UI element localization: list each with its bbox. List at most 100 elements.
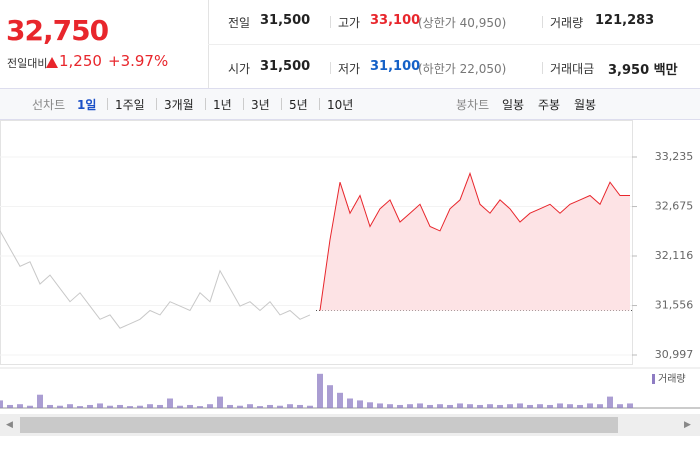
volume-bar: [157, 404, 163, 408]
volume-bar: [397, 404, 403, 408]
volume-bar: [497, 404, 503, 408]
volume-bar: [127, 406, 133, 408]
stat-label: 저가: [338, 62, 361, 76]
volume-bar: [97, 403, 103, 408]
volume-bar: [377, 403, 383, 408]
volume-bar: [117, 404, 123, 408]
volume-bar: [357, 400, 363, 408]
scroll-thumb[interactable]: [20, 417, 618, 433]
volume-bar: [387, 404, 393, 408]
tab[interactable]: 1년: [213, 98, 232, 112]
volume-bar: [267, 404, 273, 408]
tab-bar: [0, 88, 700, 120]
volume-bar: [617, 404, 623, 408]
volume-bar: [0, 400, 3, 408]
volume-bar: [547, 404, 553, 408]
stat-sep: [542, 62, 543, 74]
volume-bar: [437, 404, 443, 408]
volume-bar: [307, 405, 313, 408]
tab-sep: [319, 98, 320, 110]
volume-bar: [137, 405, 143, 408]
stat-value: 31,500: [260, 59, 311, 74]
volume-bar: [277, 405, 283, 408]
tab[interactable]: 일봉: [502, 98, 525, 112]
volume-bar: [337, 392, 343, 408]
line: [319, 171, 630, 311]
volume-legend: 거래량: [658, 373, 686, 385]
change-label: 전일대비: [7, 57, 48, 70]
volume-bar: [187, 404, 193, 408]
tab[interactable]: 3개월: [164, 98, 194, 112]
volume-bar: [407, 404, 413, 408]
stat-sep: [330, 16, 331, 28]
volume-bar: [627, 403, 633, 408]
tab-sep: [243, 98, 244, 110]
volume-bar: [67, 404, 73, 408]
volume-bar: [417, 403, 423, 408]
volume-bar: [577, 404, 583, 408]
stat-note: (상한가 40,950): [418, 16, 507, 30]
y-tick-label: 30,997: [655, 348, 694, 361]
volume-bar: [607, 396, 613, 408]
stat-value: 33,100: [370, 13, 421, 28]
volume-bar: [557, 403, 563, 408]
volume-bar: [487, 404, 493, 408]
stat-value: 121,283: [595, 13, 655, 28]
tab-sep: [205, 98, 206, 110]
tab[interactable]: 월봉: [574, 98, 597, 112]
y-tick-label: 33,235: [655, 150, 694, 163]
volume-legend-key: [652, 374, 655, 384]
y-tick-label: 32,675: [655, 200, 694, 213]
tab[interactable]: 5년: [289, 98, 308, 112]
volume-bar: [457, 403, 463, 408]
tab-label: 선차트: [32, 98, 66, 112]
stat-label: 거래량: [550, 16, 584, 30]
tab-sep: [156, 98, 157, 110]
change-pct: +3.97%: [108, 52, 169, 70]
volume-bar: [367, 402, 373, 408]
volume-bar: [87, 404, 93, 408]
stat-label: 전일: [228, 16, 251, 30]
volume-bar: [567, 404, 573, 408]
volume-bar: [527, 404, 533, 408]
volume-bar: [177, 405, 183, 408]
tab[interactable]: 1주일: [115, 98, 145, 112]
volume-bar: [317, 373, 323, 408]
volume-bar: [217, 396, 223, 408]
stat-value: 31,100: [370, 59, 421, 74]
volume-bar: [47, 404, 53, 408]
volume-bar: [167, 398, 173, 408]
volume-bar: [147, 404, 153, 408]
up-icon: [46, 57, 58, 68]
tab-sep: [281, 98, 282, 110]
y-tick-label: 32,116: [655, 249, 694, 262]
volume-bar: [77, 406, 83, 408]
scroll-left[interactable]: ◀: [6, 420, 13, 430]
scroll-right[interactable]: ▶: [684, 420, 691, 430]
line: [0, 230, 311, 329]
volume-bar: [517, 403, 523, 408]
volume-bar: [537, 404, 543, 408]
volume-bar: [197, 406, 203, 408]
volume-bar: [587, 403, 593, 408]
tab-label: 봉차트: [456, 98, 490, 112]
stat-label: 시가: [228, 62, 251, 76]
tab[interactable]: 3년: [251, 98, 270, 112]
stat-value: 3,950 백만: [608, 63, 678, 78]
price: 32,750: [6, 14, 109, 47]
area: [320, 173, 630, 311]
stat-label: 거래대금: [550, 62, 595, 76]
volume-bar: [347, 398, 353, 408]
tab[interactable]: 1일: [77, 98, 97, 112]
volume-bar: [257, 406, 263, 408]
volume-bar: [447, 404, 453, 408]
stat-label: 고가: [338, 16, 361, 30]
volume-bar: [297, 404, 303, 408]
volume-bar: [227, 404, 233, 408]
volume-bar: [237, 405, 243, 408]
change: 1,250: [59, 52, 102, 70]
tab[interactable]: 10년: [327, 98, 354, 112]
tab[interactable]: 주봉: [538, 98, 561, 112]
volume-bar: [207, 404, 213, 408]
